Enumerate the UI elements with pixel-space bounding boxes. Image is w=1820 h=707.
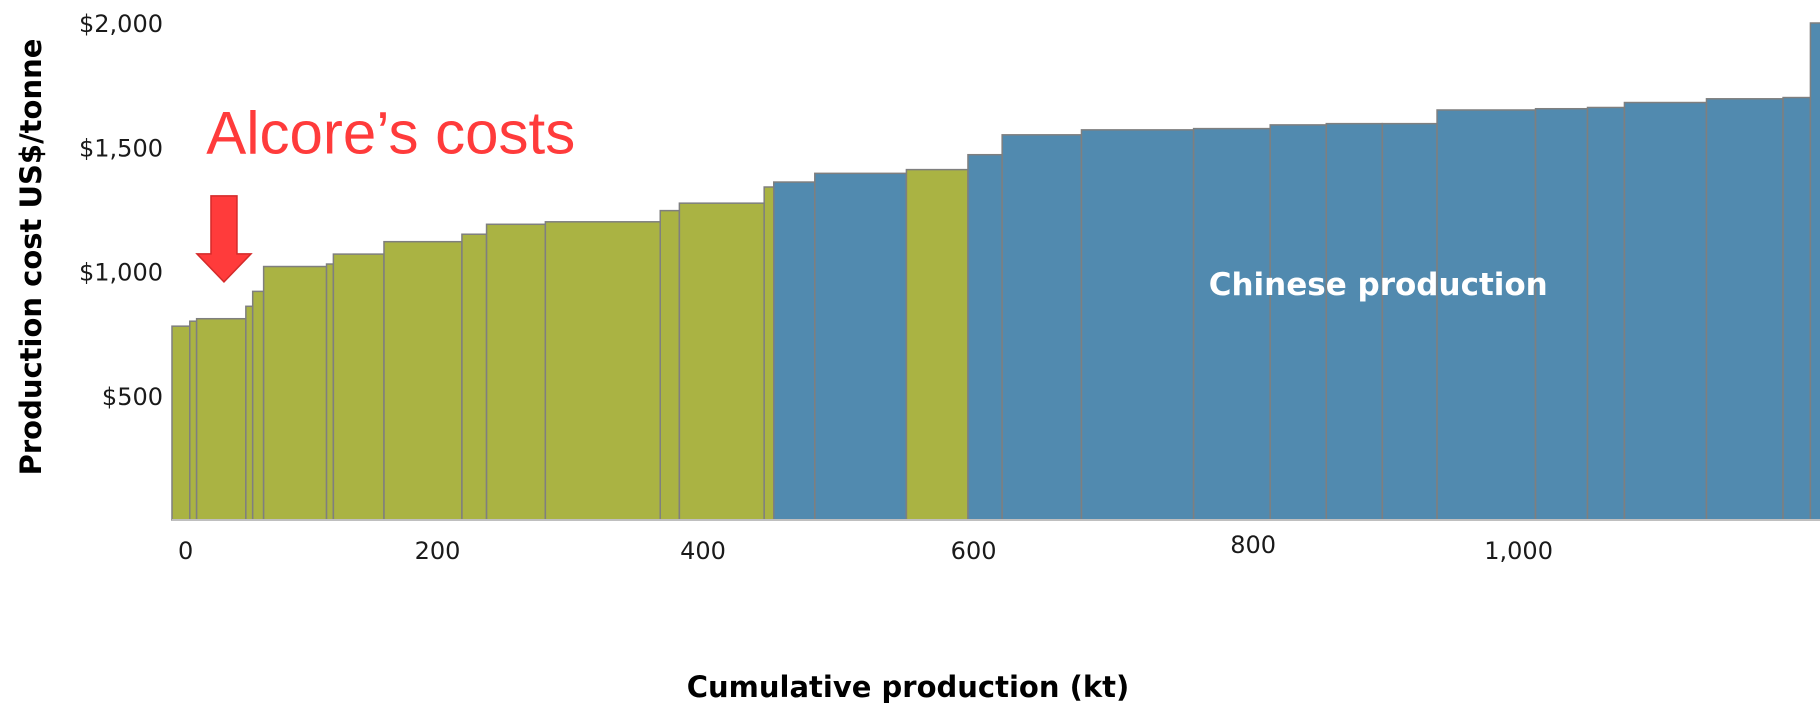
x-tick-label: 200 — [415, 537, 461, 565]
y-axis-title: Production cost US$/tonne — [14, 39, 48, 476]
bar-32 — [1809, 22, 1820, 521]
bar-22 — [1192, 127, 1271, 521]
bar-15 — [763, 186, 775, 521]
y-tick-label: $500 — [102, 383, 163, 411]
bar-18 — [905, 168, 969, 521]
x-tick-label: 1,000 — [1484, 537, 1553, 565]
annotations-layer: Alcore’s costs Chinese production — [195, 99, 1548, 303]
bar-27 — [1534, 107, 1589, 521]
bar-2 — [189, 320, 198, 521]
bar-28 — [1586, 106, 1626, 521]
x-tick-labels: 0 200 400 600 800 1,000 — [178, 531, 1553, 565]
bar-17 — [814, 172, 908, 521]
bar-13 — [659, 209, 681, 521]
bar-1 — [171, 325, 191, 521]
annotation-chinese-production: Chinese production — [1209, 267, 1548, 303]
bars-layer — [171, 22, 1820, 521]
bar-5 — [251, 290, 265, 521]
x-axis-title: Cumulative production (kt) — [687, 670, 1129, 704]
bar-29 — [1623, 101, 1708, 521]
bar-7 — [325, 263, 335, 521]
annotation-alcore-costs: Alcore’s costs — [206, 99, 575, 166]
y-tick-label: $2,000 — [79, 10, 163, 38]
bar-9 — [383, 240, 463, 521]
bar-12 — [544, 221, 661, 521]
bar-4 — [245, 305, 254, 521]
x-tick-label: 800 — [1230, 531, 1276, 559]
bar-8 — [332, 253, 385, 521]
bar-25 — [1381, 122, 1438, 521]
bar-14 — [678, 202, 765, 521]
bar-11 — [485, 223, 547, 521]
bar-31 — [1782, 96, 1812, 521]
bar-3 — [195, 317, 247, 521]
y-tick-label: $1,000 — [79, 259, 163, 287]
bar-26 — [1436, 109, 1537, 521]
y-tick-label: $1,500 — [79, 134, 163, 162]
x-tick-label: 600 — [951, 537, 997, 565]
bar-10 — [461, 233, 488, 521]
bar-6 — [262, 265, 328, 521]
bar-24 — [1325, 122, 1384, 521]
bar-23 — [1269, 124, 1328, 521]
arrow-down-icon — [195, 195, 253, 284]
y-tick-labels: $500 $1,000 $1,500 $2,000 — [79, 10, 163, 411]
bar-30 — [1705, 98, 1784, 521]
bar-19 — [967, 153, 1003, 521]
bar-20 — [1001, 134, 1083, 521]
x-tick-label: 400 — [680, 537, 726, 565]
x-tick-label: 0 — [178, 537, 193, 565]
bar-16 — [773, 181, 816, 521]
bar-21 — [1080, 129, 1195, 521]
